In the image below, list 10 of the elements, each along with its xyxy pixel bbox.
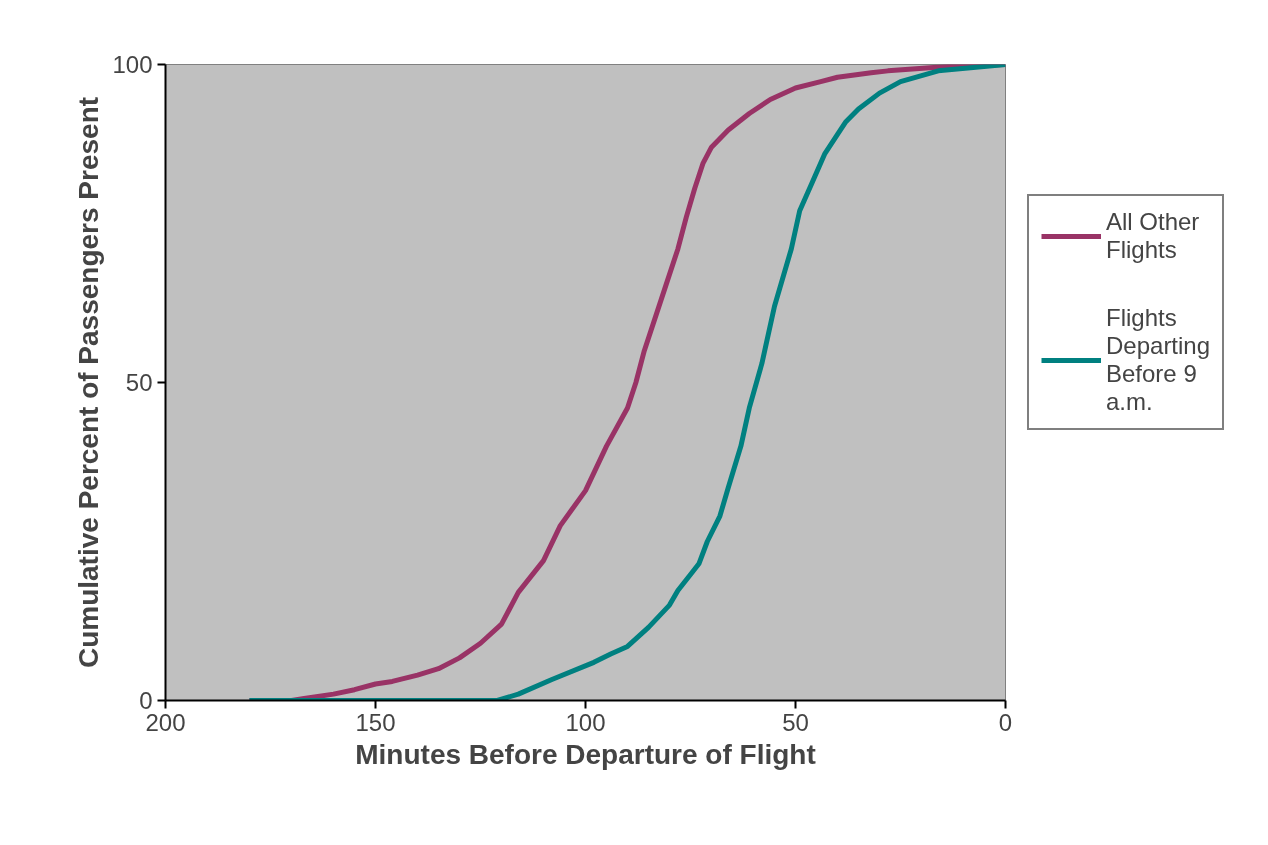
x-axis-title: Minutes Before Departure of Flight (355, 738, 816, 770)
legend-label: Flights Departing Before 9 a.m. (1106, 304, 1211, 416)
x-tick-label: 0 (998, 708, 1013, 736)
y-axis-title: Cumulative Percent of Passengers Present (73, 96, 105, 669)
y-tick-label: 100 (112, 51, 153, 78)
x-tick-label: 50 (782, 708, 809, 736)
y-tick-label: 50 (125, 369, 153, 396)
x-tick-label: 100 (565, 708, 606, 736)
legend-label: All Other Flights (1106, 208, 1200, 264)
x-tick-label: 150 (355, 708, 396, 736)
